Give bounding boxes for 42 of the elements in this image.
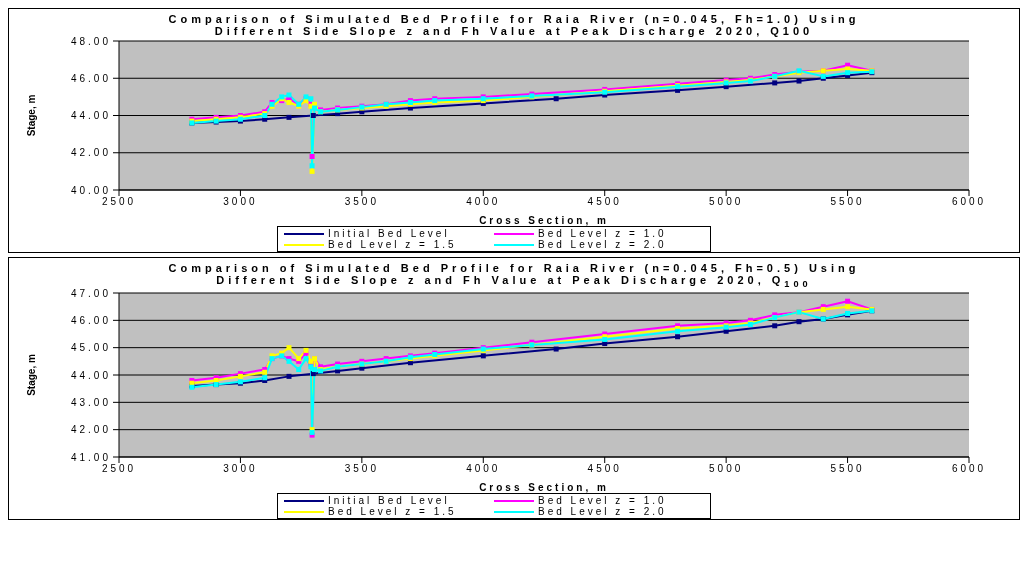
y-tick-label: 44.00: [70, 110, 111, 122]
y-tick-label: 46.00: [70, 315, 111, 327]
y-tick-label: 40.00: [70, 184, 111, 196]
x-tick-label: 4500: [587, 463, 622, 475]
y-tick-label: 48.00: [70, 35, 111, 47]
x-tick-label: 6000: [951, 463, 987, 475]
y-tick-label: 46.00: [70, 72, 111, 84]
x-tick-label: 3000: [223, 463, 258, 475]
legend-label: Bed Level z = 1.0: [538, 228, 667, 239]
x-tick-label: 4000: [466, 463, 501, 475]
x-tick-label: 4000: [466, 196, 501, 208]
legend-label: Initial Bed Level: [328, 495, 450, 507]
x-tick-label: 3500: [344, 463, 379, 475]
x-tick-label: 6000: [951, 196, 987, 208]
x-tick-label: 5500: [830, 463, 865, 475]
chart-title: Comparison of Simulated Bed Profile for Raia River (n=0.045, Fh=1.0) Using Different Side Slope z and Fh Value at Peak Discharge 2020, Q100: [167, 12, 861, 37]
legend-label: Bed Level z = 1.5: [328, 506, 457, 518]
x-tick-label: 2500: [101, 196, 137, 208]
x-tick-label: 3000: [223, 196, 258, 208]
y-tick-label: 47.00: [70, 287, 111, 299]
legend-label: Bed Level z = 2.0: [538, 506, 667, 518]
x-tick-label: 5500: [830, 196, 865, 208]
y-tick-label: 41.00: [70, 451, 111, 463]
y-tick-label: 45.00: [70, 342, 111, 354]
x-tick-label: 2500: [101, 463, 137, 475]
y-tick-label: 42.00: [70, 424, 111, 436]
x-tick-label: 5000: [709, 463, 744, 475]
y-axis-title: Stage, m: [25, 94, 37, 137]
x-tick-label: 5000: [709, 196, 744, 208]
x-axis-title: Cross Section, m: [479, 482, 609, 494]
legend-label: Bed Level z = 1.5: [328, 239, 457, 250]
legend-label: Bed Level z = 2.0: [538, 239, 667, 250]
y-axis-title: Stage, m: [25, 354, 37, 397]
chart-title: Comparison of Simulated Bed Profile for Raia River (n=0.045, Fh=0.5) Using Different Side Slope z and Fh Value at Peak Discharge 2020, Q$_{100}$: [167, 261, 861, 290]
x-tick-label: 3500: [344, 196, 379, 208]
y-tick-label: 44.00: [70, 369, 111, 381]
y-tick-label: 42.00: [70, 147, 111, 159]
x-axis-title: Cross Section, m: [479, 215, 609, 226]
legend-label: Bed Level z = 1.0: [538, 495, 667, 507]
x-tick-label: 4500: [587, 196, 622, 208]
y-tick-label: 43.00: [70, 397, 111, 409]
legend-label: Initial Bed Level: [328, 228, 450, 239]
